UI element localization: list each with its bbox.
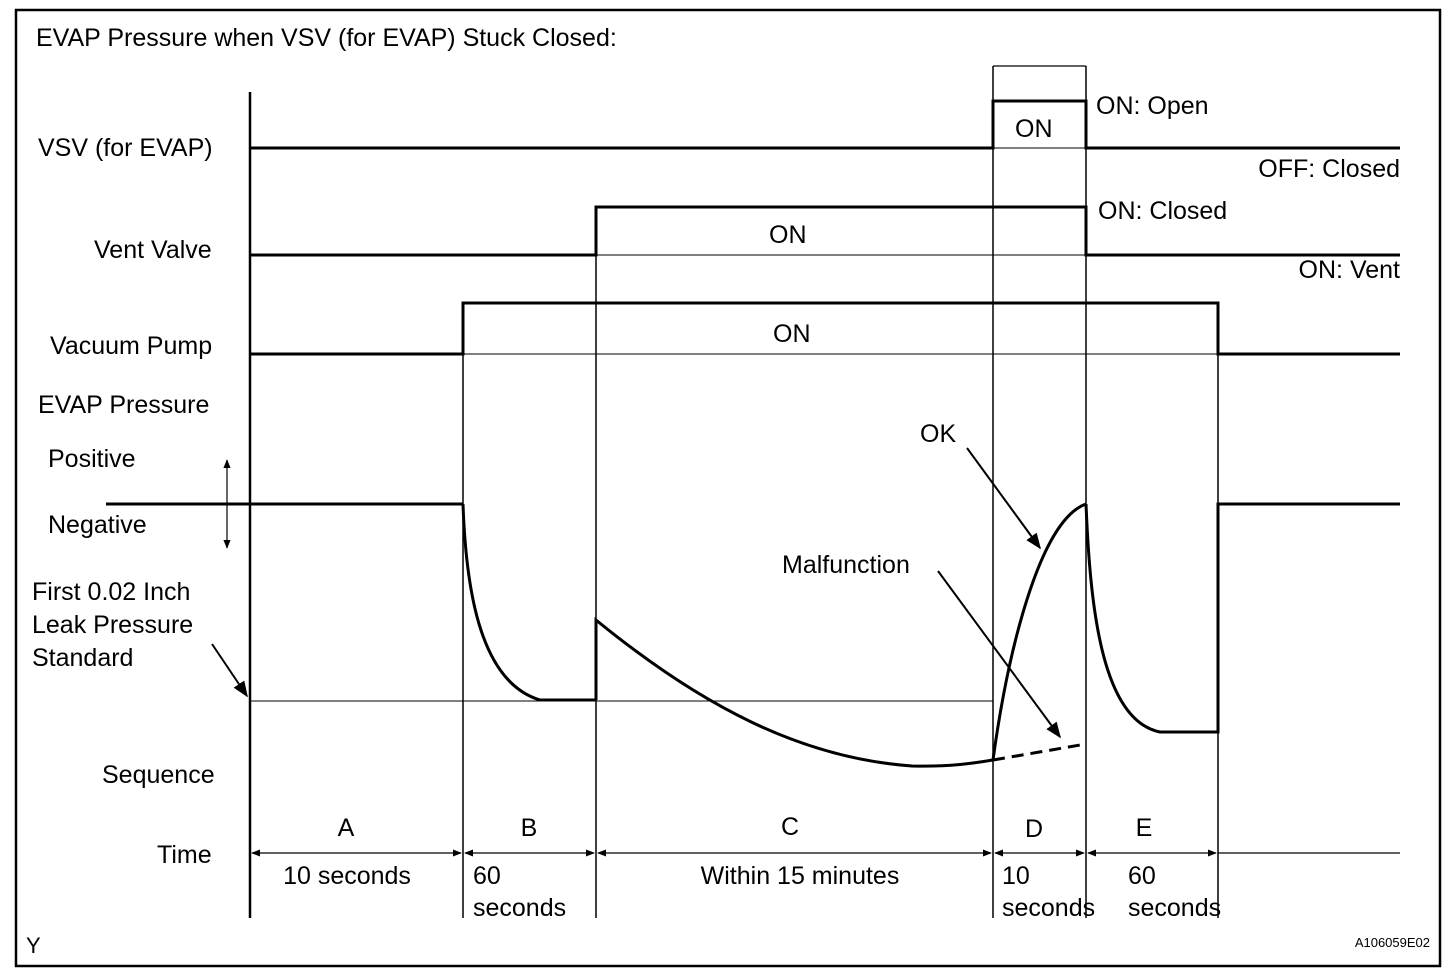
sequence-e-duration: 60 seconds xyxy=(1128,862,1221,922)
vent-valve-label: Vent Valve xyxy=(94,236,212,264)
standard-label-line-3: Standard xyxy=(32,644,133,672)
sequence-c-id: C xyxy=(781,813,799,841)
sequence-e-duration-line-2: seconds xyxy=(1128,894,1221,922)
corner-mark: Y xyxy=(26,933,41,958)
sequence-d-duration: 10 seconds xyxy=(1002,862,1095,922)
vsv-label: VSV (for EVAP) xyxy=(38,134,213,162)
ok-label: OK xyxy=(920,420,956,448)
standard-label-line-2: Leak Pressure xyxy=(32,611,193,639)
pressure-curve-malfunction xyxy=(992,742,1087,762)
standard-label-line-1: First 0.02 Inch xyxy=(32,578,190,606)
pressure-curve-e xyxy=(1084,502,1400,734)
figure-frame xyxy=(14,8,1442,968)
pressure-curve-ok xyxy=(991,502,1087,761)
standard-label: First 0.02 Inch Leak Pressure Standard xyxy=(32,578,200,672)
vent-valve-signal: Vent Valve ON ON: Closed ON: Vent xyxy=(94,197,1400,284)
vsv-state-high: ON: Open xyxy=(1096,92,1209,120)
pressure-curve-c xyxy=(594,616,994,768)
vent-valve-state-high: ON: Closed xyxy=(1098,197,1227,225)
figure-title: EVAP Pressure when VSV (for EVAP) Stuck … xyxy=(36,24,617,52)
negative-label: Negative xyxy=(48,511,147,539)
sequence-b-duration-line-2: seconds xyxy=(473,894,566,922)
vsv-signal: VSV (for EVAP) ON ON: Open OFF: Closed xyxy=(38,92,1400,183)
time-label: Time xyxy=(157,841,212,869)
evap-pressure-signal: EVAP Pressure Positive Negative First 0.… xyxy=(32,391,1400,768)
vacuum-pump-label: Vacuum Pump xyxy=(50,332,212,360)
sequence-b-duration-line-1: 60 xyxy=(473,862,501,890)
ok-arrow xyxy=(966,447,1041,550)
sequence-section: Sequence Time A B C D E 10 seconds 60 se… xyxy=(102,761,1400,922)
malfunction-arrow xyxy=(937,570,1061,739)
sequence-label: Sequence xyxy=(102,761,215,789)
evap-pressure-label: EVAP Pressure xyxy=(38,391,209,419)
vacuum-pump-waveform xyxy=(250,301,1400,356)
sequence-e-id: E xyxy=(1136,814,1153,842)
vent-valve-state-low: ON: Vent xyxy=(1299,256,1400,284)
sequence-e-duration-line-1: 60 xyxy=(1128,862,1156,890)
figure-code: A106059E02 xyxy=(1355,935,1430,950)
positive-label: Positive xyxy=(48,445,136,473)
phase-boundaries xyxy=(248,65,1219,918)
sequence-b-duration: 60 seconds xyxy=(473,862,566,922)
sequence-d-duration-line-2: seconds xyxy=(1002,894,1095,922)
vacuum-pump-signal: Vacuum Pump ON xyxy=(50,301,1400,360)
sequence-b-id: B xyxy=(521,814,538,842)
pressure-curve-b xyxy=(461,503,596,702)
vacuum-pump-on-text: ON xyxy=(773,320,811,348)
sequence-d-duration-line-1: 10 xyxy=(1002,862,1030,890)
vent-valve-waveform xyxy=(250,205,1400,257)
sequence-d-id: D xyxy=(1025,815,1043,843)
vsv-state-low: OFF: Closed xyxy=(1258,155,1400,183)
standard-arrow xyxy=(211,643,248,698)
malfunction-label: Malfunction xyxy=(782,551,910,579)
vent-valve-on-text: ON xyxy=(769,221,807,249)
sequence-a-duration: 10 seconds xyxy=(283,862,411,890)
vsv-waveform xyxy=(250,99,1400,150)
sequence-c-duration: Within 15 minutes xyxy=(701,862,900,890)
vsv-on-text: ON xyxy=(1015,115,1053,143)
sequence-a-id: A xyxy=(338,814,355,842)
